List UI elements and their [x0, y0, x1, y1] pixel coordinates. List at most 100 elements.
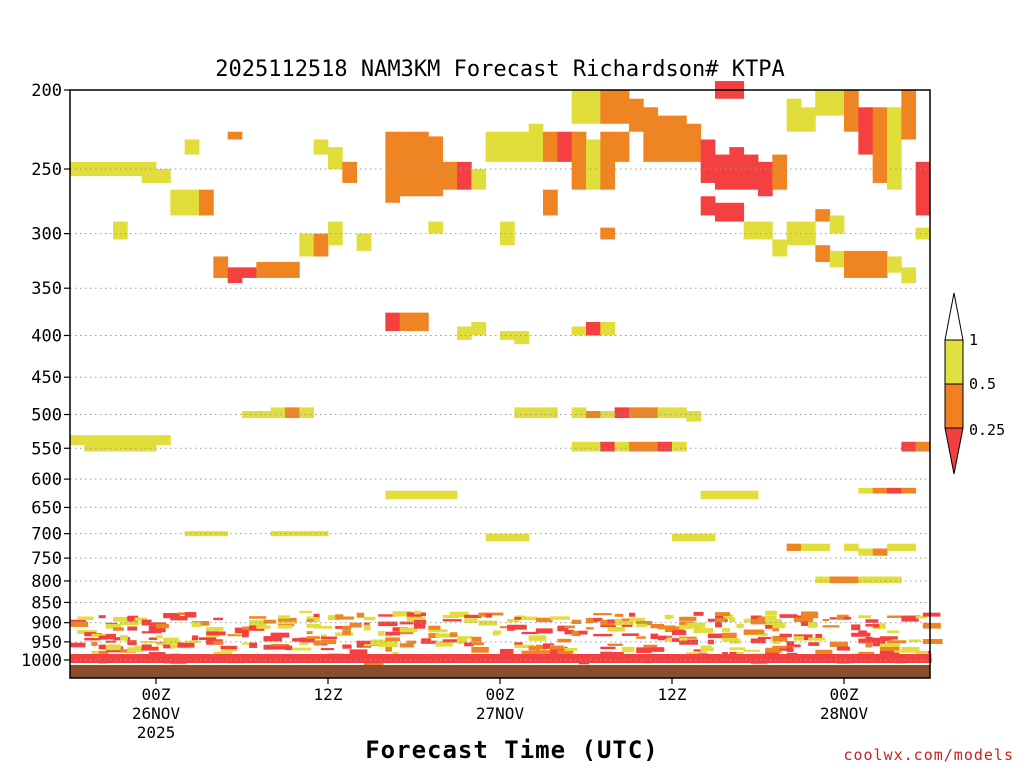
- boundary-layer-streak: [722, 627, 731, 632]
- boundary-layer-streak: [313, 613, 320, 618]
- boundary-layer-streak: [263, 619, 276, 624]
- ri-cell: [127, 435, 143, 452]
- boundary-layer-streak: [349, 649, 368, 654]
- boundary-layer-streak: [285, 645, 293, 651]
- ri-cell: [170, 189, 186, 216]
- ri-cell: [84, 161, 100, 177]
- ri-cell: [700, 139, 716, 183]
- ri-cell: [313, 233, 329, 257]
- boundary-layer-streak: [865, 624, 878, 627]
- boundary-layer-streak: [385, 631, 401, 636]
- boundary-layer-streak: [127, 615, 139, 622]
- ri-cell: [872, 548, 888, 556]
- surface-cell: [593, 654, 602, 663]
- boundary-layer-streak: [858, 638, 868, 644]
- ri-cell: [729, 490, 745, 500]
- ri-cell: [184, 531, 200, 537]
- boundary-layer-streak: [457, 636, 473, 639]
- ri-cell: [184, 139, 200, 155]
- y-tick-label: 250: [31, 160, 62, 180]
- boundary-layer-streak: [722, 632, 737, 639]
- surface-cell: [915, 654, 925, 663]
- ri-cell: [141, 435, 157, 452]
- ri-cell: [858, 576, 874, 584]
- ri-cell: [270, 531, 286, 537]
- ri-cell: [485, 533, 501, 542]
- boundary-layer-streak: [313, 625, 333, 629]
- boundary-layer-streak: [270, 645, 286, 650]
- ri-cell: [514, 131, 530, 162]
- ri-cell: [829, 576, 845, 584]
- surface-cell: [543, 654, 552, 663]
- surface-cell: [715, 654, 724, 663]
- surface-cell: [335, 654, 344, 663]
- ri-cell: [915, 441, 931, 452]
- boundary-layer-streak: [227, 634, 242, 637]
- surface-cell: [822, 654, 832, 663]
- boundary-layer-streak: [901, 615, 919, 622]
- boundary-layer-streak: [578, 630, 588, 635]
- surface-cell: [707, 654, 717, 663]
- ri-cell: [887, 107, 902, 190]
- boundary-layer-streak: [77, 630, 97, 634]
- ri-cell: [801, 107, 816, 132]
- surface-cell: [98, 654, 108, 663]
- legend-label: 0.5: [969, 375, 996, 393]
- boundary-layer-streak: [320, 648, 335, 651]
- boundary-layer-streak: [922, 612, 941, 617]
- boundary-layer-streak: [844, 616, 851, 620]
- boundary-layer-streak: [428, 629, 448, 633]
- ri-cell: [500, 221, 515, 246]
- ri-cell: [915, 227, 931, 240]
- surface-cell: [356, 654, 366, 663]
- surface-cell: [399, 654, 409, 663]
- ri-cell: [772, 239, 788, 257]
- boundary-layer-streak: [535, 644, 549, 649]
- surface-cell: [449, 654, 459, 663]
- surface-cell: [736, 654, 746, 663]
- ri-cell: [672, 407, 687, 419]
- surface-cell: [743, 654, 753, 663]
- boundary-layer-streak: [507, 626, 515, 631]
- boundary-layer-streak: [607, 643, 623, 647]
- boundary-layer-streak: [636, 623, 648, 628]
- ri-cell: [543, 189, 558, 216]
- ri-cell: [729, 147, 745, 190]
- boundary-layer-streak: [363, 616, 376, 621]
- boundary-layer-streak: [707, 633, 727, 639]
- surface-cell: [686, 654, 695, 663]
- ri-cell: [901, 267, 917, 284]
- surface-cell: [342, 654, 351, 663]
- surface-cell: [392, 654, 402, 663]
- y-tick-label: 650: [31, 498, 62, 518]
- boundary-layer-streak: [629, 612, 636, 617]
- ri-cell: [270, 261, 286, 278]
- boundary-layer-streak: [421, 638, 431, 644]
- boundary-layer-streak: [887, 640, 907, 644]
- ri-cell: [184, 189, 200, 216]
- boundary-layer-streak: [808, 642, 820, 646]
- boundary-layer-streak: [442, 619, 462, 622]
- boundary-layer-streak: [406, 640, 417, 644]
- boundary-layer-streak: [593, 633, 613, 637]
- ri-cell: [700, 196, 716, 216]
- surface-cell: [528, 654, 538, 663]
- boundary-layer-streak: [363, 624, 371, 631]
- boundary-layer-streak: [750, 615, 762, 619]
- ri-cell: [70, 161, 85, 177]
- surface-cell: [535, 654, 545, 663]
- surface-cell: [442, 654, 452, 663]
- ri-cell: [758, 161, 773, 197]
- boundary-layer-streak: [564, 629, 575, 635]
- boundary-layer-streak: [650, 623, 665, 629]
- boundary-layer-streak: [765, 650, 780, 656]
- boundary-layer-streak: [507, 619, 520, 623]
- y-tick-label: 350: [31, 279, 62, 299]
- boundary-layer-streak: [98, 615, 106, 619]
- surface-cell: [406, 654, 416, 663]
- boundary-layer-streak: [758, 633, 768, 637]
- ri-cell: [141, 161, 157, 183]
- boundary-layer-streak: [378, 642, 398, 648]
- ri-cell: [858, 487, 874, 494]
